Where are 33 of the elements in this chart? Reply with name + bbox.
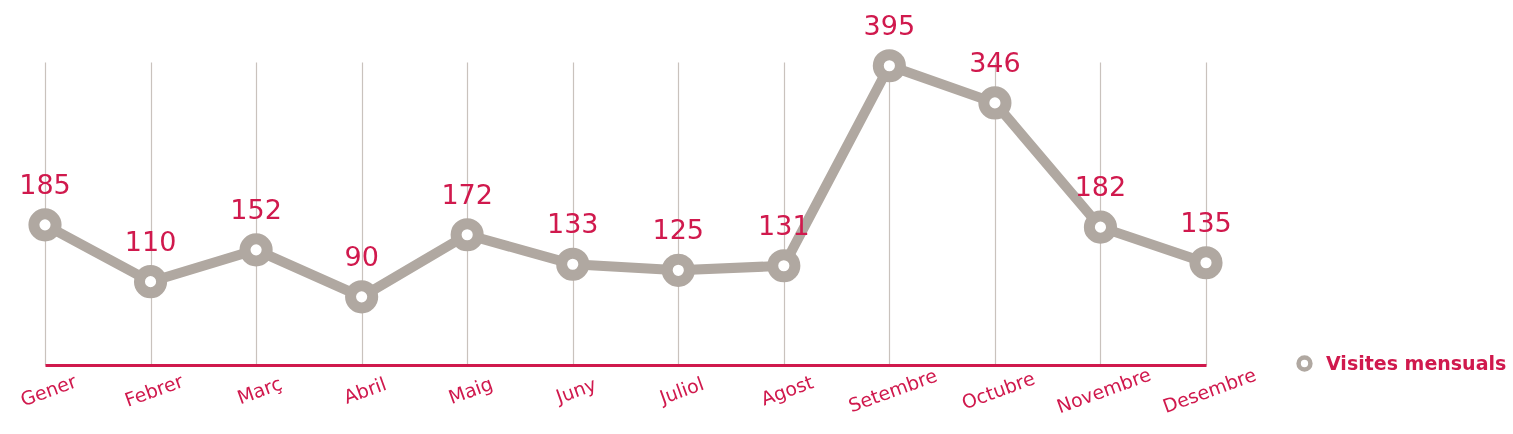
point bbox=[1083, 210, 1118, 244]
data-label: 185 bbox=[19, 168, 71, 200]
x-tick-label: Gener bbox=[17, 369, 80, 411]
x-tick-label: Juny bbox=[552, 372, 599, 408]
data-label: 133 bbox=[546, 208, 599, 240]
data-label: 135 bbox=[1180, 206, 1232, 238]
point bbox=[978, 86, 1012, 120]
data-label: 131 bbox=[758, 209, 810, 241]
x-tick-label: Febrer bbox=[121, 369, 187, 411]
point bbox=[28, 208, 62, 242]
data-label: 172 bbox=[441, 178, 493, 210]
point bbox=[239, 233, 273, 267]
point bbox=[450, 218, 484, 252]
point bbox=[1189, 246, 1223, 280]
point bbox=[767, 249, 801, 283]
legend-label: Visites mensuals bbox=[1326, 351, 1507, 374]
x-tick-label: Agost bbox=[757, 370, 817, 410]
point bbox=[133, 265, 168, 299]
data-label: 152 bbox=[230, 193, 282, 225]
x-tick-label: Juliol bbox=[655, 371, 707, 409]
point bbox=[556, 247, 590, 281]
x-tick-label: Maig bbox=[445, 371, 496, 409]
x-tick-label: Abril bbox=[340, 372, 390, 408]
point bbox=[345, 280, 379, 314]
data-label: 90 bbox=[344, 240, 379, 272]
point bbox=[872, 49, 906, 83]
point bbox=[661, 253, 695, 287]
data-label: 395 bbox=[863, 9, 916, 41]
data-label: 125 bbox=[652, 214, 705, 246]
x-tick-label: Març bbox=[234, 371, 285, 409]
data-label: 346 bbox=[969, 46, 1021, 78]
data-label: 182 bbox=[1074, 171, 1127, 203]
data-label: 110 bbox=[124, 225, 177, 257]
